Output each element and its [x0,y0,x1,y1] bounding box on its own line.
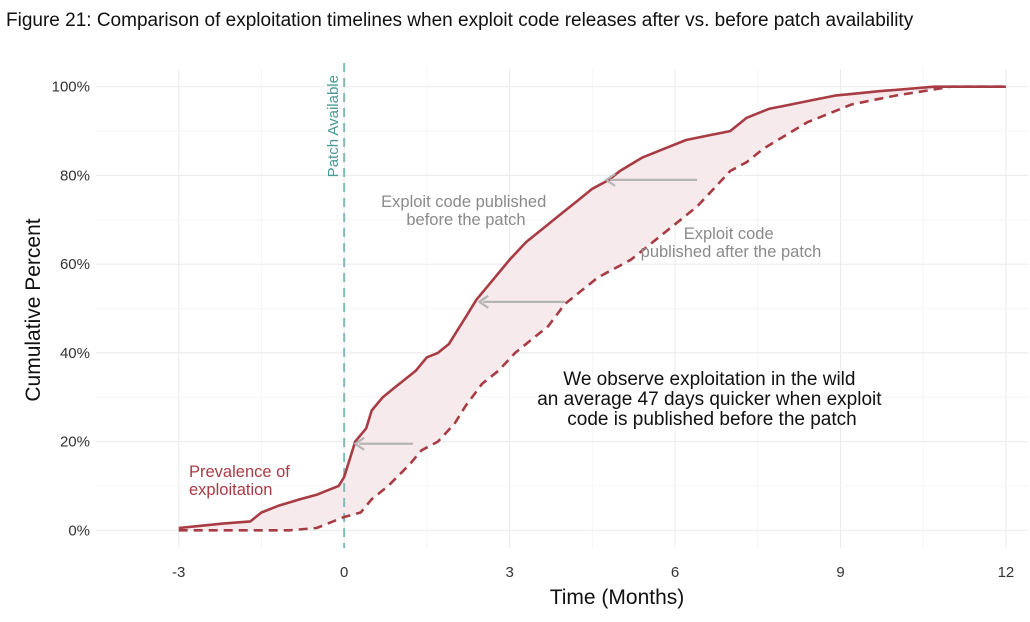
annotation-before-patch-line-1: Exploit code published [381,193,546,211]
arrow-head-2 [605,172,616,187]
annotation-prevalence-line-1: Prevalence of [189,463,290,481]
annotation-summary-line-2: an average 47 days quicker when exploit [537,389,882,410]
y-axis-ticks: 0% 20% 40% 60% 80% 100% [52,79,90,540]
patch-available-label: Patch Available [325,75,342,177]
x-tick-label: 0 [340,564,348,581]
x-tick-label: 9 [836,564,844,581]
annotation-summary-line-1: We observe exploitation in the wild [563,369,855,390]
y-axis-title: Cumulative Percent [22,218,45,401]
fill-between-series [178,86,1006,531]
area-between-series [178,86,1006,531]
annotation-before-patch: Exploit code published before the patch [381,193,551,229]
arrow-layer [354,172,698,451]
arrow-head-3 [354,436,365,451]
series-before-patch-line [178,85,1006,530]
annotation-summary-line-3: code is published before the patch [567,409,856,430]
y-tick-label: 80% [60,167,90,184]
y-tick-label: 20% [60,434,90,451]
annotation-prevalence: Prevalence of exploitation [189,463,295,499]
annotation-prevalence-line-2: exploitation [189,481,272,499]
x-tick-label: 6 [671,564,679,581]
x-tick-label: 12 [998,564,1015,581]
series-layer [178,85,1006,532]
x-tick-label: -3 [172,564,185,581]
y-tick-label: 60% [60,256,90,273]
annotation-before-patch-line-2: before the patch [406,211,525,229]
arrow-head-1 [478,294,489,309]
series-after-patch-line [178,85,1006,532]
y-tick-label: 100% [52,79,90,96]
patch-line-layer: Patch Available [325,63,346,548]
x-tick-label: 3 [505,564,513,581]
annotation-after-patch-line-1: Exploit code [684,225,774,243]
chart-title: Figure 21: Comparison of exploitation ti… [6,10,914,31]
x-axis-ticks: -3 0 3 6 9 12 [172,564,1014,581]
annotation-summary: We observe exploitation in the wild an a… [537,369,887,430]
y-tick-label: 0% [68,522,90,539]
y-tick-label: 40% [60,345,90,362]
annotation-after-patch: Exploit code published after the patch [641,225,822,261]
annotation-after-patch-line-2: published after the patch [641,243,822,261]
x-axis-title: Time (Months) [550,586,685,609]
